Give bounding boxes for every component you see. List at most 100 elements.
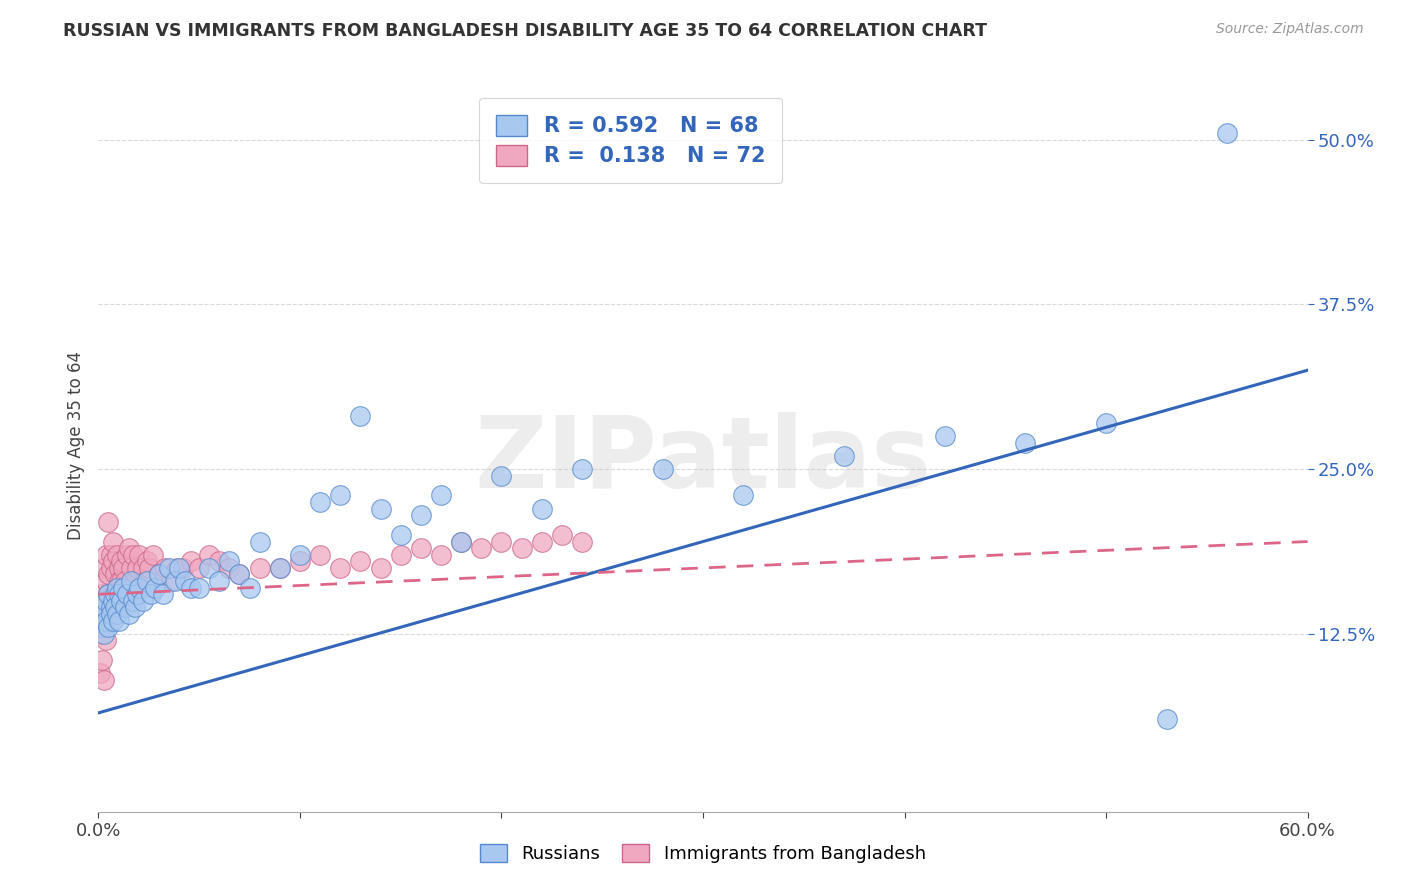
Point [89, 614, 111, 628]
Legend: R = 0.592   N = 68, R =  0.138   N = 72: R = 0.592 N = 68, R = 0.138 N = 72 [479, 98, 782, 183]
Point [551, 528, 574, 542]
Point [218, 561, 240, 575]
Point [208, 554, 231, 568]
Point [124, 600, 146, 615]
Point [105, 548, 128, 562]
Point [91, 607, 114, 621]
Point [120, 561, 142, 575]
Point [103, 567, 125, 582]
Point [651, 462, 673, 476]
Point [530, 501, 553, 516]
Point [118, 607, 141, 621]
Point [107, 614, 129, 628]
Point [389, 548, 412, 562]
Point [135, 574, 157, 588]
Point [733, 488, 755, 502]
Point [105, 581, 128, 595]
Point [129, 581, 152, 595]
Point [409, 541, 432, 556]
Point [450, 534, 472, 549]
Y-axis label: Disability Age 35 to 64: Disability Age 35 to 64 [66, 351, 84, 541]
Point [115, 548, 138, 562]
Point [96, 633, 118, 648]
Point [103, 600, 125, 615]
Point [309, 495, 332, 509]
Point [288, 554, 311, 568]
Point [100, 607, 122, 621]
Point [239, 581, 262, 595]
Point [111, 561, 134, 575]
Point [142, 548, 165, 562]
Point [89, 627, 111, 641]
Point [269, 561, 291, 575]
Point [97, 567, 120, 582]
Point [430, 548, 453, 562]
Point [288, 548, 311, 562]
Point [97, 515, 120, 529]
Point [430, 488, 453, 502]
Point [571, 534, 593, 549]
Point [107, 574, 129, 588]
Point [91, 620, 114, 634]
Point [125, 587, 148, 601]
Point [409, 508, 432, 523]
Point [1216, 126, 1239, 140]
Point [198, 561, 221, 575]
Point [1095, 416, 1118, 430]
Point [100, 600, 122, 615]
Point [93, 600, 115, 615]
Point [349, 409, 371, 424]
Point [249, 561, 271, 575]
Point [134, 574, 156, 588]
Point [172, 561, 194, 575]
Point [148, 567, 170, 582]
Point [101, 594, 124, 608]
Point [89, 666, 111, 681]
Point [269, 561, 291, 575]
Point [96, 548, 118, 562]
Point [124, 574, 146, 588]
Point [160, 574, 183, 588]
Point [389, 528, 412, 542]
Point [138, 561, 160, 575]
Point [100, 600, 122, 615]
Point [349, 554, 371, 568]
Point [166, 561, 188, 575]
Point [97, 587, 120, 601]
Point [132, 561, 155, 575]
Point [163, 574, 186, 588]
Point [120, 574, 142, 588]
Point [96, 574, 118, 588]
Point [228, 567, 250, 582]
Point [91, 607, 114, 621]
Point [111, 581, 134, 595]
Point [128, 581, 150, 595]
Point [101, 614, 124, 628]
Point [114, 600, 136, 615]
Point [153, 561, 176, 575]
Point [1014, 435, 1036, 450]
Point [188, 561, 211, 575]
Point [180, 581, 202, 595]
Point [228, 567, 250, 582]
Point [96, 594, 118, 608]
Point [1156, 713, 1178, 727]
Point [91, 653, 114, 667]
Point [152, 587, 174, 601]
Point [329, 561, 352, 575]
Point [174, 574, 197, 588]
Text: ZIPatlas: ZIPatlas [475, 412, 931, 509]
Point [100, 561, 122, 575]
Point [139, 587, 162, 601]
Point [491, 468, 513, 483]
Point [198, 548, 221, 562]
Point [121, 594, 143, 608]
Point [370, 561, 392, 575]
Point [208, 574, 231, 588]
Point [510, 541, 533, 556]
Point [107, 587, 129, 601]
Point [96, 614, 118, 628]
Point [249, 534, 271, 549]
Point [934, 429, 956, 443]
Point [103, 600, 125, 615]
